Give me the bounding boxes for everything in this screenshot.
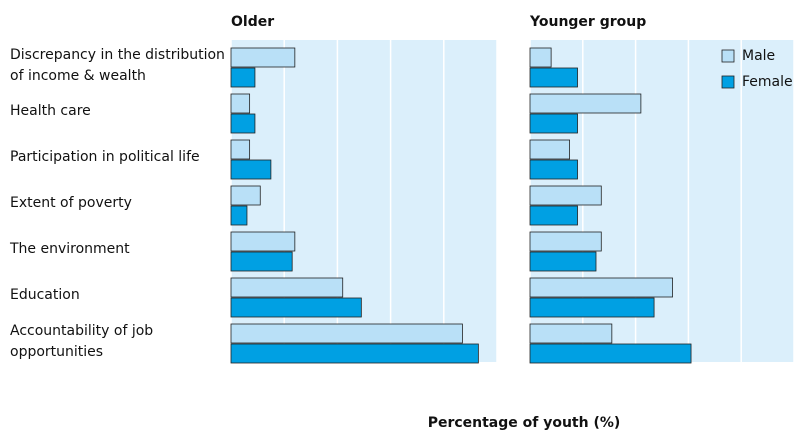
bar xyxy=(230,139,251,160)
bar xyxy=(230,93,251,114)
bar xyxy=(230,159,272,180)
panel-title: Younger group xyxy=(529,14,646,30)
bar xyxy=(529,343,692,364)
bar xyxy=(529,159,578,180)
bar xyxy=(529,139,570,160)
bar xyxy=(529,67,578,88)
bar xyxy=(529,93,642,114)
category-label: Discrepancy in the distribution of income… xyxy=(10,47,225,84)
bar xyxy=(230,47,296,68)
legend-label: Female xyxy=(742,74,793,90)
bar xyxy=(230,231,296,252)
category-label: Accountability of job opportunities xyxy=(10,323,153,360)
bar xyxy=(230,251,293,272)
bar xyxy=(230,205,248,226)
bar xyxy=(230,323,463,344)
bar xyxy=(529,113,578,134)
bar xyxy=(230,277,344,298)
bar xyxy=(529,277,673,298)
bar xyxy=(529,297,655,318)
bar xyxy=(230,67,256,88)
category-label: Extent of poverty xyxy=(10,195,132,211)
bar xyxy=(529,185,602,206)
bar xyxy=(529,205,578,226)
panel-title: Older xyxy=(231,14,274,30)
bar xyxy=(529,251,597,272)
category-label: The environment xyxy=(9,241,130,257)
legend-swatch xyxy=(721,49,735,63)
bar xyxy=(230,113,256,134)
legend-swatch xyxy=(721,75,735,89)
category-label: Health care xyxy=(10,103,91,119)
x-axis-label: Percentage of youth (%) xyxy=(428,415,621,431)
bar xyxy=(230,297,362,318)
category-label: Participation in political life xyxy=(10,149,200,165)
bar xyxy=(529,323,613,344)
bar xyxy=(529,47,552,68)
category-label: Education xyxy=(10,287,80,303)
bar xyxy=(230,343,479,364)
bar xyxy=(529,231,602,252)
bar xyxy=(230,185,261,206)
legend-label: Male xyxy=(742,48,775,64)
